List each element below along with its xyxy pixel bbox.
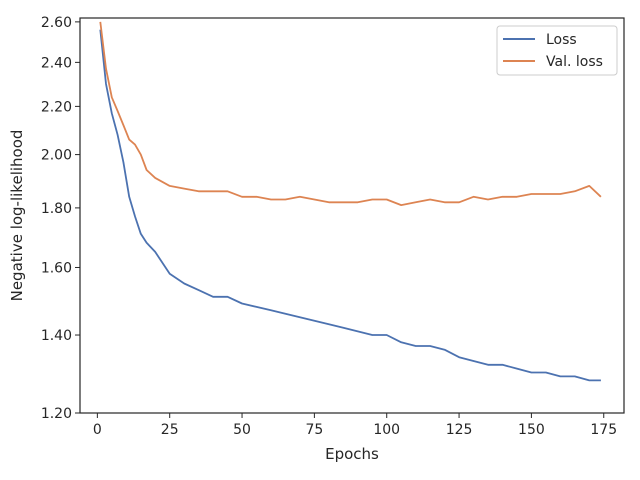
y-tick-label: 1.80 — [41, 201, 72, 217]
legend-label-loss: Loss — [546, 32, 577, 48]
y-tick-label: 1.20 — [41, 406, 72, 422]
x-tick-label: 50 — [233, 422, 251, 438]
y-tick-label: 1.60 — [41, 260, 72, 276]
y-axis-label: Negative log-likelihood — [8, 130, 26, 302]
ticks-layer: 0 25 50 75 100 125 150 175 1.20 1.40 1.60 1.80 2.00 2… — [41, 15, 617, 438]
series-line-loss — [99, 29, 601, 382]
x-axis-label: Epochs — [325, 445, 379, 463]
y-tick-label: 2.60 — [41, 15, 72, 31]
x-tick-label: 75 — [305, 422, 323, 438]
x-tick-label: 25 — [161, 422, 179, 438]
y-tick-label: 2.20 — [41, 99, 72, 115]
y-tick-label: 2.40 — [41, 55, 72, 71]
legend: Loss Val. loss — [496, 25, 618, 76]
y-tick-label: 1.40 — [41, 328, 72, 344]
legend-label-val-loss: Val. loss — [546, 54, 603, 70]
series-layer — [99, 21, 602, 382]
x-tick-label: 175 — [590, 422, 617, 438]
y-tick-label: 2.00 — [41, 148, 72, 164]
x-tick-label: 0 — [93, 422, 102, 438]
x-tick-label: 125 — [446, 422, 473, 438]
plot-frame — [79, 17, 625, 414]
x-tick-label: 150 — [518, 422, 545, 438]
x-tick-label: 100 — [373, 422, 400, 438]
series-line-val-loss — [99, 21, 602, 207]
